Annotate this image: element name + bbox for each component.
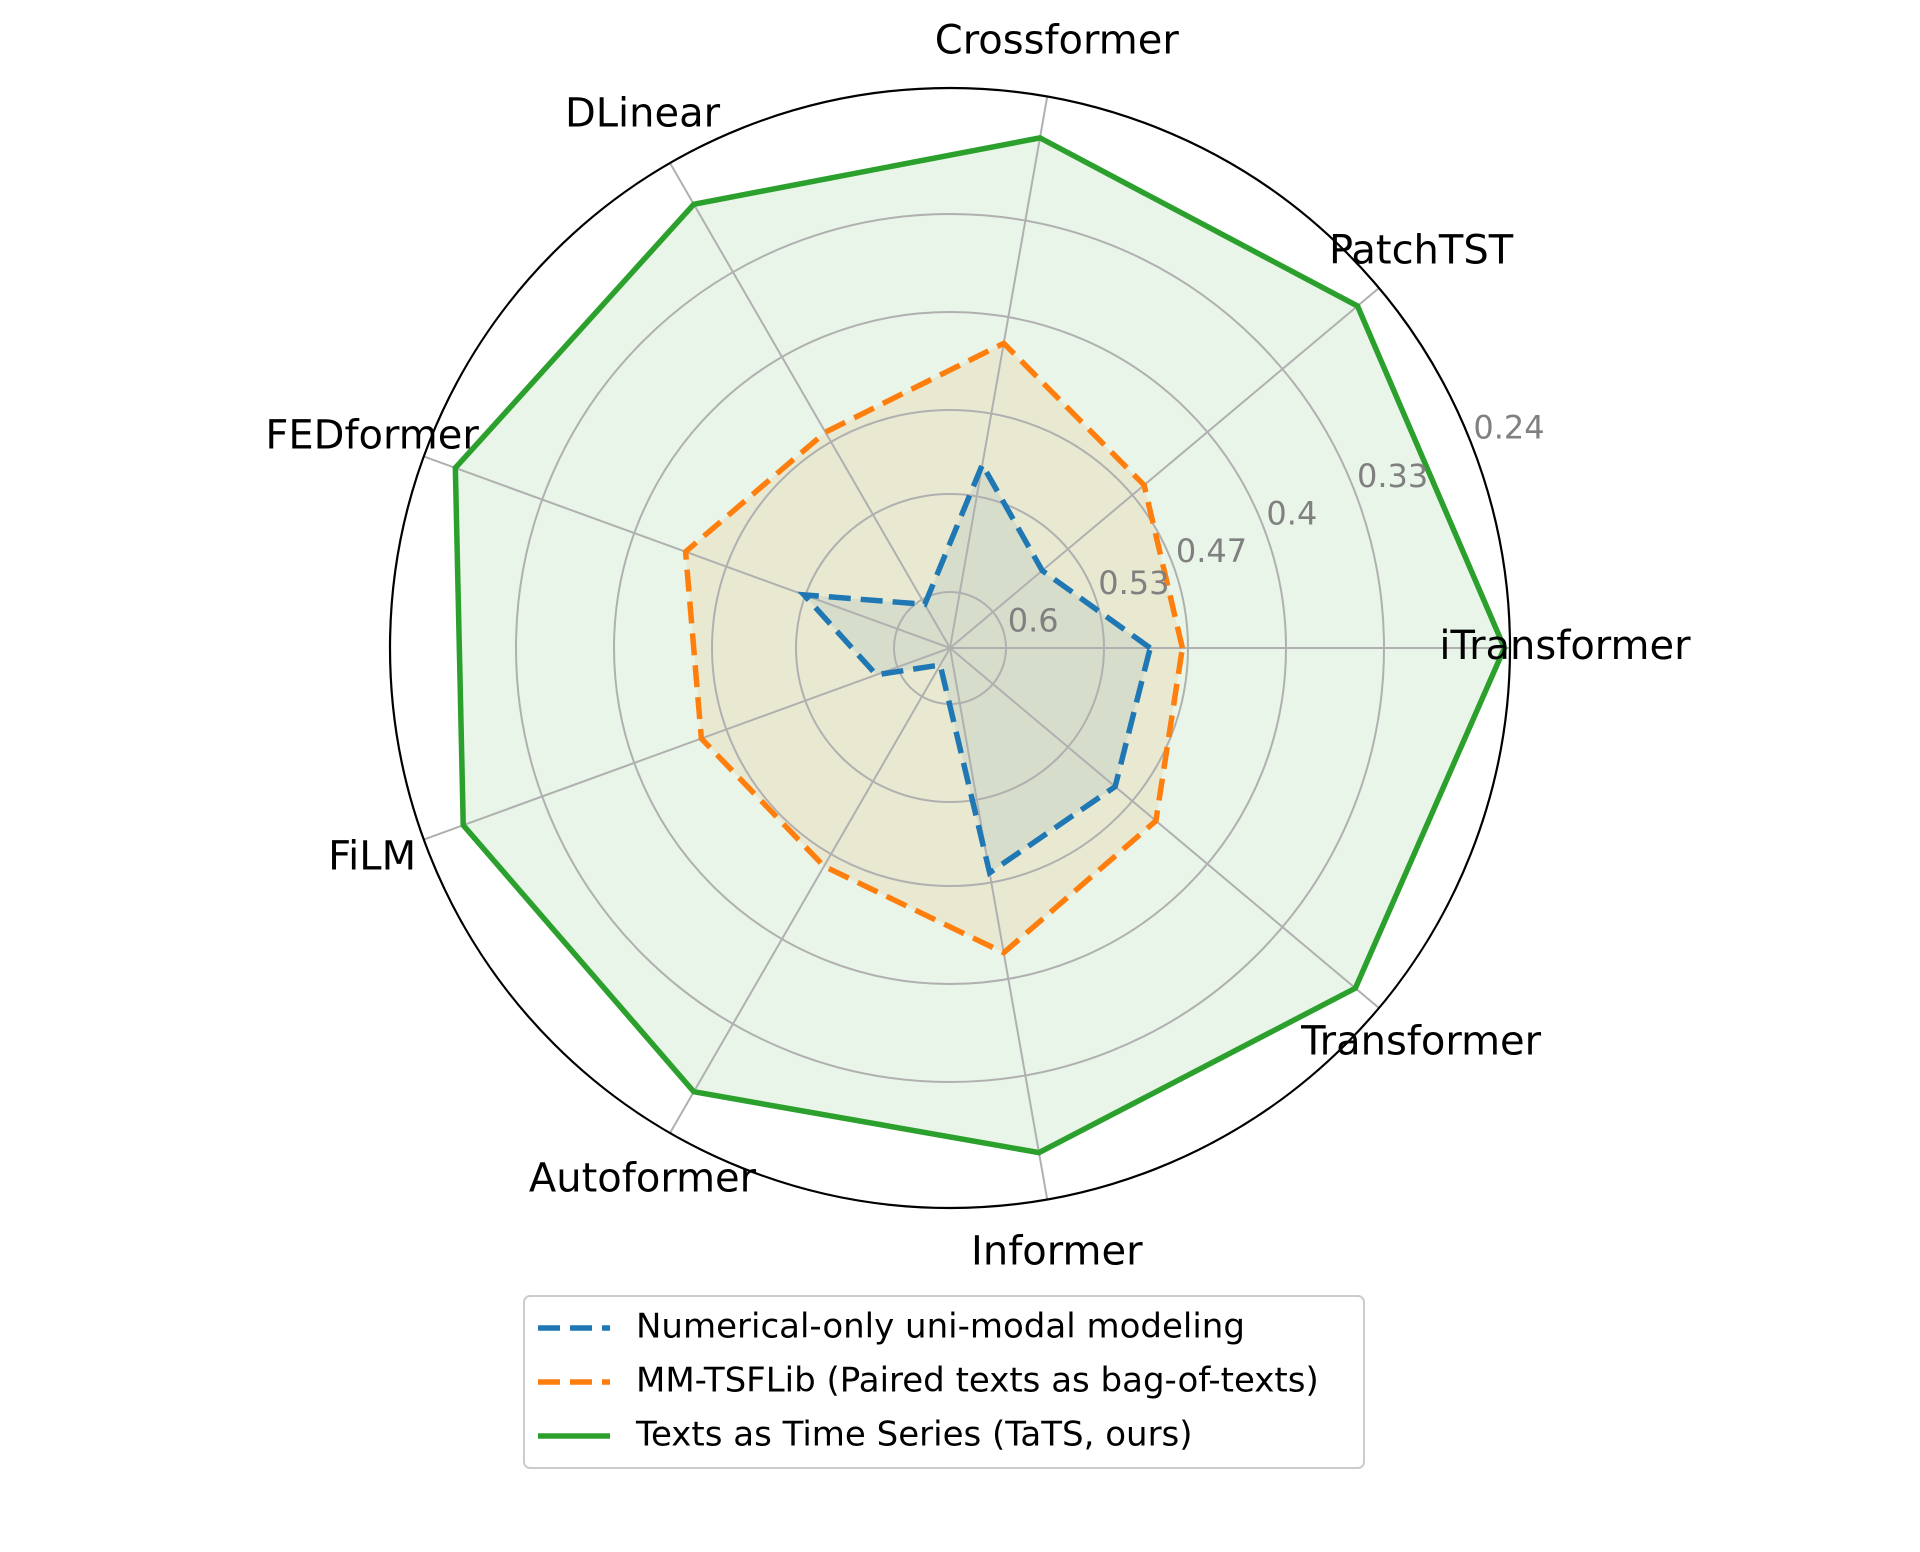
category-label: Transformer xyxy=(1300,1018,1542,1064)
radial-tick-labels: 0.6 0.530.47 0.4 0.33 0.24 xyxy=(1008,409,1545,640)
category-label: Informer xyxy=(971,1229,1143,1275)
series-line-3 xyxy=(452,134,1508,1156)
series-line-1 xyxy=(797,458,1154,878)
legend-box xyxy=(523,1295,1365,1469)
category-label: FiLM xyxy=(328,833,416,879)
radial-tick-label: 0.47 xyxy=(1176,532,1247,570)
grid-spoke xyxy=(949,96,1049,649)
series-fill-3 xyxy=(455,137,1505,1153)
legend: Numerical-only uni-modal modeling MM-TSFL… xyxy=(523,1295,1365,1469)
grid-spoke xyxy=(949,647,1380,1009)
grid-spoke xyxy=(669,162,951,649)
series-line-2 xyxy=(682,339,1186,956)
grid-spoke xyxy=(949,287,1380,649)
radial-tick-label: 0.53 xyxy=(1098,564,1169,602)
legend-label-2: MM-TSFLib (Paired texts as bag-of-texts) xyxy=(636,1361,1319,1401)
category-label: DLinear xyxy=(565,90,721,136)
category-label: FEDformer xyxy=(265,413,479,459)
category-label: Autoformer xyxy=(529,1156,757,1202)
legend-label-3: Texts as Time Series (TaTS, ours) xyxy=(635,1415,1193,1455)
radial-tick-label: 0.33 xyxy=(1357,457,1428,495)
series-fill-1 xyxy=(803,464,1151,873)
radial-tick-label: 0.24 xyxy=(1473,409,1544,447)
category-label: Crossformer xyxy=(935,17,1180,63)
outer-circle xyxy=(388,86,1512,1210)
series-fill-2 xyxy=(685,343,1183,953)
grid-spoke xyxy=(669,647,951,1134)
radial-tick-label: 0.6 xyxy=(1008,602,1059,640)
grid-spoke xyxy=(423,647,951,841)
series-lines xyxy=(452,134,1508,1156)
legend-label-1: Numerical-only uni-modal modeling xyxy=(636,1307,1245,1347)
category-labels: iTransformer PatchTST Crossformer DLinear FE… xyxy=(265,17,1691,1274)
category-label: iTransformer xyxy=(1439,623,1691,669)
radial-tick-label: 0.4 xyxy=(1266,494,1317,532)
grid-spoke xyxy=(949,647,1049,1200)
series-fills xyxy=(455,137,1505,1153)
category-label: PatchTST xyxy=(1329,228,1514,274)
